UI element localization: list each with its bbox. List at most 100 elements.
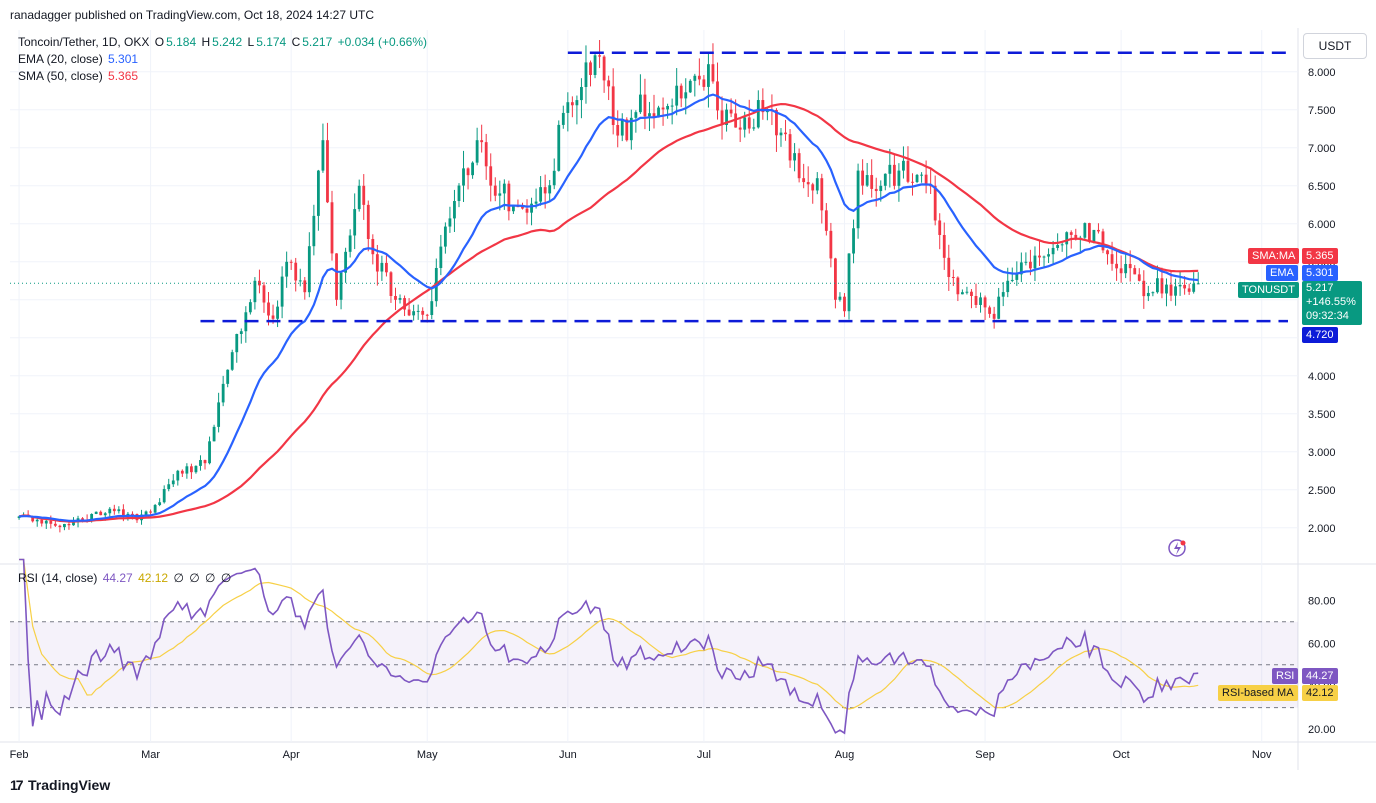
candle-body	[1083, 223, 1087, 238]
candle-body	[484, 142, 488, 167]
candle-body	[1165, 284, 1168, 294]
candle-body	[298, 280, 302, 282]
time-tick-label: Apr	[283, 749, 300, 761]
candle-body	[1087, 223, 1091, 242]
candle-body	[1183, 284, 1187, 289]
time-tick-label: Sep	[975, 749, 995, 761]
bar-countdown: 09:32:34	[1306, 310, 1349, 322]
candle-body	[679, 85, 683, 99]
candle-body	[144, 511, 148, 515]
candle-body	[394, 295, 397, 300]
candle-body	[230, 352, 234, 370]
lightning-icon-bolt	[1174, 542, 1181, 555]
candle-body	[942, 234, 946, 258]
candle-body	[226, 369, 230, 384]
candle-body	[49, 520, 53, 524]
high-value: 5.242	[212, 35, 243, 49]
candle-body	[983, 297, 987, 308]
candle-body	[1110, 254, 1114, 264]
candles-layer	[17, 39, 1200, 533]
currency-button[interactable]: USDT	[1303, 33, 1367, 59]
candle-body	[407, 309, 411, 316]
candle-body	[235, 334, 239, 353]
candle-body	[271, 315, 275, 319]
candle-body	[611, 86, 615, 125]
time-tick-label: Jun	[559, 749, 577, 761]
candle-body	[707, 64, 710, 87]
candle-body	[543, 187, 547, 194]
candle-body	[335, 253, 338, 300]
last-price-tag: 5.217 +146.55% 09:32:34	[1302, 281, 1362, 325]
tradingview-logo[interactable]: 17 TradingView	[10, 777, 110, 793]
candle-body	[974, 296, 978, 305]
support-level-tag: 4.720	[1302, 327, 1338, 343]
candle-body	[412, 311, 416, 316]
candle-body	[158, 502, 162, 506]
candle-body	[1097, 229, 1100, 232]
candle-body	[521, 206, 524, 209]
candle-body	[820, 178, 824, 211]
candle-body	[879, 185, 883, 192]
candle-body	[616, 125, 620, 136]
candle-body	[720, 110, 724, 125]
candle-body	[1019, 262, 1023, 275]
rsi-line	[19, 558, 1199, 735]
candle-body	[1101, 231, 1105, 251]
candle-body	[1065, 232, 1069, 245]
high-label: H	[201, 35, 211, 49]
candle-body	[185, 466, 189, 474]
candle-body	[262, 285, 266, 303]
candle-body	[507, 183, 511, 212]
sma-legend[interactable]: SMA (50, close) 5.365	[18, 69, 140, 83]
rsi-legend[interactable]: RSI (14, close) 44.27 42.12 ∅ ∅ ∅ ∅	[18, 571, 233, 585]
candle-body	[326, 140, 329, 203]
candle-body	[811, 184, 815, 191]
candle-body	[888, 164, 892, 174]
candle-body	[44, 520, 48, 524]
close-value: 5.217	[302, 35, 333, 49]
rsi-legend-na-4: ∅	[220, 571, 232, 585]
candle-body	[788, 134, 792, 161]
low-value: 5.174	[256, 35, 287, 49]
candle-body	[593, 55, 597, 75]
candle-body	[997, 296, 1001, 319]
candle-body	[1119, 268, 1123, 274]
candle-body	[398, 298, 402, 300]
ema-legend[interactable]: EMA (20, close) 5.301	[18, 52, 140, 66]
candle-body	[99, 511, 103, 516]
price-tick-label: 6.000	[1308, 219, 1336, 231]
candle-body	[729, 109, 733, 114]
rsi-tick-label: 20.00	[1308, 724, 1336, 736]
candle-body	[829, 230, 833, 259]
candle-body	[865, 175, 869, 186]
price-tick-label: 3.000	[1308, 447, 1336, 459]
candle-body	[466, 168, 470, 176]
rsi-tag-label: RSI	[1272, 668, 1299, 684]
candle-body	[648, 113, 651, 117]
candle-body	[761, 100, 765, 113]
candle-body	[1115, 263, 1118, 269]
candle-body	[870, 175, 874, 189]
candle-body	[153, 505, 157, 513]
candle-body	[598, 55, 601, 57]
candle-body	[793, 153, 796, 161]
candle-body	[72, 522, 75, 526]
candle-body	[607, 80, 611, 87]
price-tick-label: 6.500	[1308, 181, 1336, 193]
symbol-label[interactable]: Toncoin/Tether, 1D, OKX	[18, 35, 150, 49]
candle-body	[756, 100, 760, 128]
candle-body	[131, 513, 134, 515]
candle-body	[1006, 280, 1010, 293]
candle-body	[1042, 256, 1046, 258]
time-tick-label: Oct	[1113, 749, 1130, 761]
candle-body	[421, 310, 425, 315]
candle-body	[534, 201, 538, 204]
candle-body	[911, 181, 914, 183]
time-tick-label: Jul	[697, 749, 711, 761]
candle-body	[203, 460, 207, 464]
price-tick-label: 7.000	[1308, 143, 1336, 155]
candle-body	[502, 183, 506, 194]
candle-body	[17, 516, 21, 519]
candle-body	[489, 166, 493, 186]
